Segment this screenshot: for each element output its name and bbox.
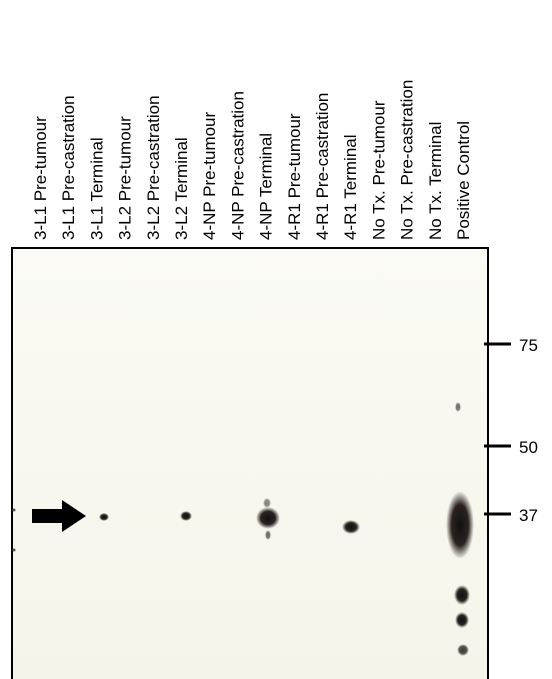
- lane-label: No Tx. Pre-tumour: [369, 100, 388, 240]
- speck: [12, 508, 16, 512]
- lane-label: 4-NP Pre-tumour: [200, 111, 219, 240]
- speck: [12, 548, 16, 552]
- lane-label: 4-R1 Terminal: [341, 134, 360, 240]
- markers: 75 50 37: [484, 336, 538, 525]
- lane-label: 4-NP Pre-castration: [228, 91, 247, 240]
- lane-label: 3-L1 Pre-castration: [59, 95, 78, 240]
- band: [455, 402, 461, 412]
- lane-label: No Tx. Pre-castration: [398, 80, 417, 240]
- band: [342, 520, 360, 534]
- band: [180, 511, 192, 521]
- lane-label: 3-L2 Pre-tumour: [116, 116, 135, 240]
- band: [446, 491, 474, 559]
- lane-label: Positive Control: [454, 121, 473, 240]
- arrow: [32, 500, 86, 532]
- lane-label: 3-L2 Pre-castration: [144, 95, 163, 240]
- lane-label: 4-R1 Pre-castration: [313, 93, 332, 240]
- band: [265, 530, 271, 540]
- marker-label: 37: [519, 506, 538, 525]
- band: [457, 644, 469, 656]
- band: [263, 498, 271, 508]
- bands: [12, 402, 474, 656]
- lane-label: No Tx. Terminal: [426, 122, 445, 240]
- lane-label: 3-L1 Terminal: [87, 137, 106, 240]
- lane-labels: 3-L1 Pre-tumour 3-L1 Pre-castration 3-L1 T…: [31, 80, 473, 240]
- lane-label: 4-R1 Pre-tumour: [285, 113, 304, 240]
- band: [455, 612, 469, 628]
- band: [256, 507, 280, 529]
- band: [454, 585, 470, 605]
- marker-label: 50: [519, 438, 538, 457]
- blot-film: [11, 247, 489, 679]
- lane-label: 3-L1 Pre-tumour: [31, 116, 50, 240]
- marker-label: 75: [519, 336, 538, 355]
- lane-label: 3-L2 Terminal: [172, 137, 191, 240]
- lane-label: 4-NP Terminal: [257, 133, 276, 240]
- band: [99, 513, 109, 521]
